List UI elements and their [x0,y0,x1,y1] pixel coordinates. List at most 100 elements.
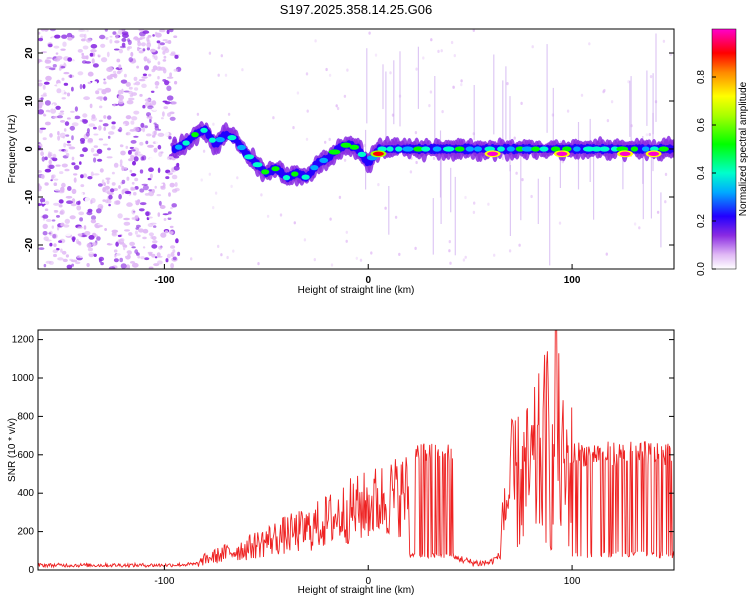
noise-speckle [104,87,112,93]
noise-speckle [88,123,96,127]
noise-speckle [124,190,132,195]
y-tick-label: 800 [17,411,34,422]
noise-speckle [137,153,143,157]
noise-speckle [53,226,57,232]
faint-speckle [266,214,270,218]
faint-speckle [441,110,444,114]
noise-speckle [66,32,73,38]
noise-speckle [162,111,165,117]
faint-speckle [440,49,443,53]
ridge-blob [271,166,280,172]
noise-speckle [106,199,112,204]
noise-speckle [172,249,176,253]
noise-speckle [96,224,103,228]
noise-speckle [38,58,42,63]
noise-speckle [99,168,104,173]
noise-speckle [146,36,150,42]
faint-speckle [257,262,260,266]
noise-speckle [167,76,174,79]
noise-speckle [123,106,129,109]
noise-speckle [171,203,177,208]
faint-speckle [531,45,534,49]
noise-speckle [170,263,175,269]
faint-speckle [414,131,418,135]
noise-speckle [115,33,119,39]
noise-speckle [66,264,73,269]
noise-speckle [140,256,145,260]
noise-speckle [123,221,131,226]
faint-speckle [414,246,417,250]
noise-speckle [48,253,54,257]
noise-speckle [121,165,125,172]
noise-speckle [165,169,171,174]
noise-speckle [162,50,166,55]
faint-speckle [330,263,334,267]
noise-speckle [108,203,111,207]
noise-speckle [164,230,169,234]
noise-speckle [86,38,92,43]
noise-speckle [120,79,128,84]
noise-speckle [85,131,90,137]
noise-speckle [171,101,178,105]
faint-speckle [452,85,455,89]
noise-speckle [58,204,63,208]
noise-speckle [68,146,76,150]
noise-speckle [38,185,42,191]
ridge-blob [539,146,549,152]
noise-speckle [90,49,97,53]
noise-speckle [98,125,102,131]
noise-speckle [92,242,97,247]
noise-speckle [154,126,159,131]
noise-speckle [144,257,150,261]
noise-speckle [169,29,174,33]
noise-speckle [39,127,47,130]
noise-speckle [130,186,134,191]
noise-speckle [112,31,117,35]
ridge-blob [521,146,533,152]
ridge-blob [215,137,225,143]
noise-speckle [126,250,132,255]
faint-speckle [606,119,610,123]
y-tick-label: 600 [17,450,34,461]
faint-speckle [638,226,641,230]
noise-speckle [65,134,70,137]
y-tick-label: 10 [24,95,35,107]
noise-speckle [74,115,81,120]
noise-speckle [108,194,113,200]
noise-speckle [46,69,52,72]
noise-speckle [137,255,141,259]
noise-speckle [58,189,65,194]
noise-speckle [169,72,173,77]
faint-speckle [328,73,332,77]
noise-speckle [111,229,119,233]
noise-speckle [66,140,71,144]
noise-speckle [71,236,76,241]
noise-speckle [104,185,111,190]
noise-speckle [96,208,102,214]
noise-speckle [57,115,63,119]
noise-speckle [108,266,116,269]
snr-y-label: SNR (10 * v/v) [7,418,18,482]
noise-speckle [39,45,45,48]
noise-speckle [142,30,150,34]
noise-speckle [38,247,45,251]
noise-speckle [118,193,122,200]
noise-speckle [139,188,145,193]
noise-speckle [42,214,49,219]
noise-speckle [103,81,107,85]
noise-speckle [73,177,77,183]
noise-speckle [126,46,130,51]
noise-speckle [81,52,84,57]
noise-speckle [38,61,46,66]
noise-speckle [65,152,70,157]
noise-speckle [163,218,167,221]
faint-speckle [398,252,401,256]
faint-speckle [389,71,392,75]
noise-speckle [43,263,47,268]
faint-speckle [664,172,668,176]
noise-speckle [63,142,67,148]
noise-speckle [130,51,134,57]
noise-speckle [112,70,117,74]
noise-speckle [126,202,133,207]
noise-speckle [107,115,112,120]
